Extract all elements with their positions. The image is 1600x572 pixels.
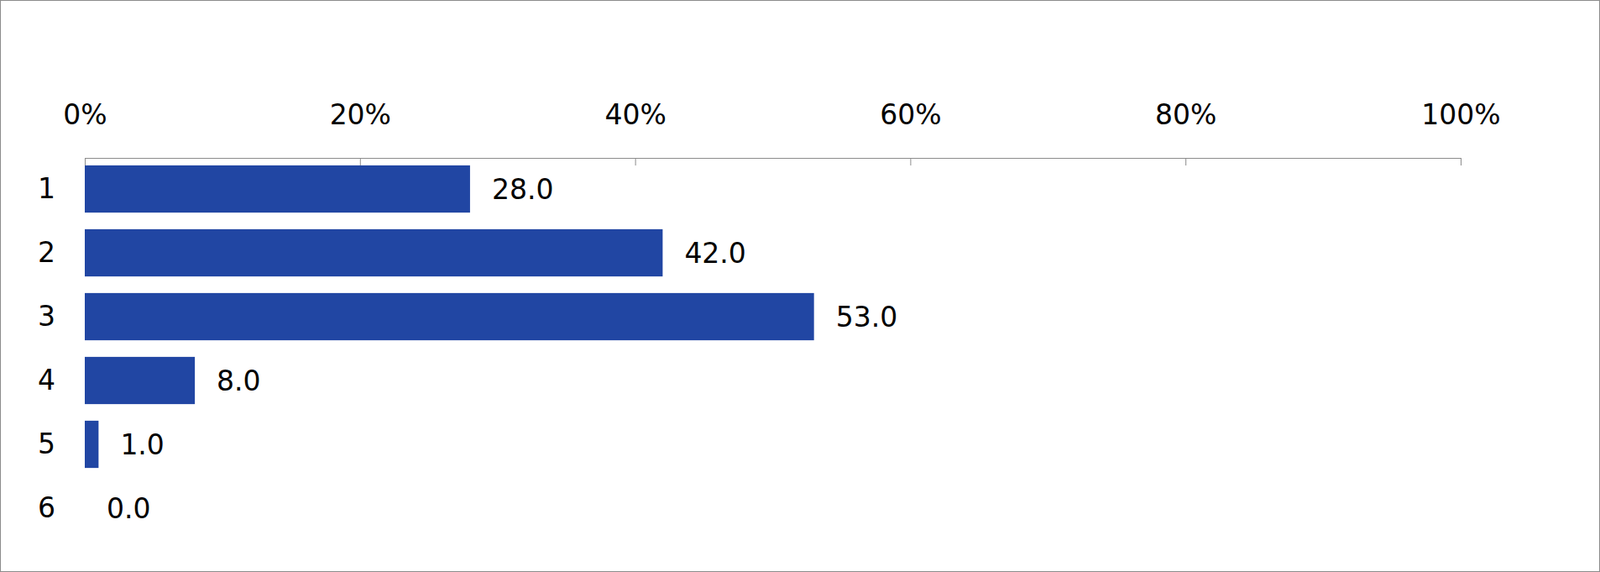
- bar: [84, 356, 195, 404]
- x-tick-label: 0%: [62, 98, 107, 131]
- x-axis-line: [85, 158, 1462, 167]
- category-label: 4: [37, 363, 56, 397]
- x-tick-label: 60%: [879, 98, 942, 131]
- y-tick: 1: [37, 172, 56, 205]
- bar: [84, 484, 86, 532]
- y-tick: 4: [37, 363, 56, 397]
- data-label: 1.0: [120, 428, 164, 461]
- y-tick: 5: [37, 427, 56, 461]
- category-label: 2: [37, 235, 56, 269]
- x-tick-mark: [909, 157, 911, 166]
- y-tick: 2: [37, 235, 56, 269]
- x-tick: 20%: [329, 98, 392, 166]
- x-tick: 0%: [62, 98, 107, 166]
- x-tick-mark: [1185, 157, 1187, 166]
- bars: [84, 165, 815, 468]
- x-tick-mark: [1460, 157, 1462, 166]
- y-axis: 1 2 3 4 5 6: [37, 172, 56, 524]
- bar: [84, 420, 99, 468]
- x-tick-label: 100%: [1421, 98, 1501, 131]
- data-labels: 28.0 42.0 53.0 8.0 1.0 0.0: [106, 172, 898, 525]
- category-label: 6: [37, 491, 56, 524]
- bar: [84, 165, 471, 213]
- frame: [0, 0, 1600, 572]
- y-tick: 3: [37, 299, 56, 333]
- category-label: 1: [37, 172, 56, 205]
- category-label: 5: [37, 427, 56, 461]
- x-tick-mark: [635, 157, 637, 166]
- x-tick-mark: [360, 157, 361, 166]
- data-label: 42.0: [684, 236, 746, 270]
- x-tick: 80%: [1155, 98, 1217, 166]
- x-tick: 40%: [604, 98, 666, 166]
- x-tick: 100%: [1421, 98, 1501, 166]
- y-tick: 6: [37, 491, 56, 524]
- chart: 0% 20% 40% 60% 80% 100% 1 2 3 4 5 6 28.0 42.0 53.0 8.0 1…: [0, 0, 1600, 572]
- x-tick-label: 80%: [1155, 98, 1217, 131]
- data-label: 8.0: [216, 364, 261, 398]
- x-tick-label: 20%: [329, 98, 392, 131]
- bar: [84, 292, 815, 340]
- category-label: 3: [37, 299, 56, 333]
- x-tick: 60%: [879, 98, 942, 166]
- x-tick-label: 40%: [604, 98, 666, 131]
- x-axis: 0% 20% 40% 60% 80% 100%: [62, 98, 1501, 166]
- data-label: 28.0: [491, 172, 554, 206]
- data-label: 53.0: [836, 300, 898, 334]
- data-label: 0.0: [106, 491, 151, 525]
- x-tick-mark: [84, 157, 86, 166]
- bar: [84, 229, 663, 277]
